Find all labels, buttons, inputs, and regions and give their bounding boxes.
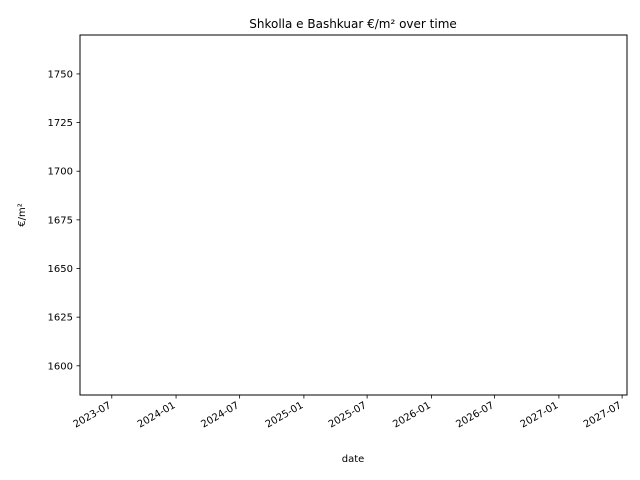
chart-title: Shkolla e Bashkuar €/m² over time	[249, 17, 457, 31]
plot-area	[79, 34, 628, 396]
y-tick-label: 1650	[48, 264, 73, 275]
y-tick-label: 1675	[48, 215, 73, 226]
y-axis-title: €/m²	[17, 203, 28, 226]
y-tick-label: 1700	[48, 167, 73, 178]
x-axis-title: date	[342, 454, 365, 465]
y-axis: 1600 1625 1650 1675 1700 1725 1750	[48, 69, 80, 372]
plot-frame	[79, 34, 628, 396]
y-tick-label: 1750	[48, 69, 73, 80]
y-tick-label: 1625	[48, 313, 73, 324]
y-tick-label: 1725	[48, 118, 73, 129]
y-tick-label: 1600	[48, 361, 73, 372]
